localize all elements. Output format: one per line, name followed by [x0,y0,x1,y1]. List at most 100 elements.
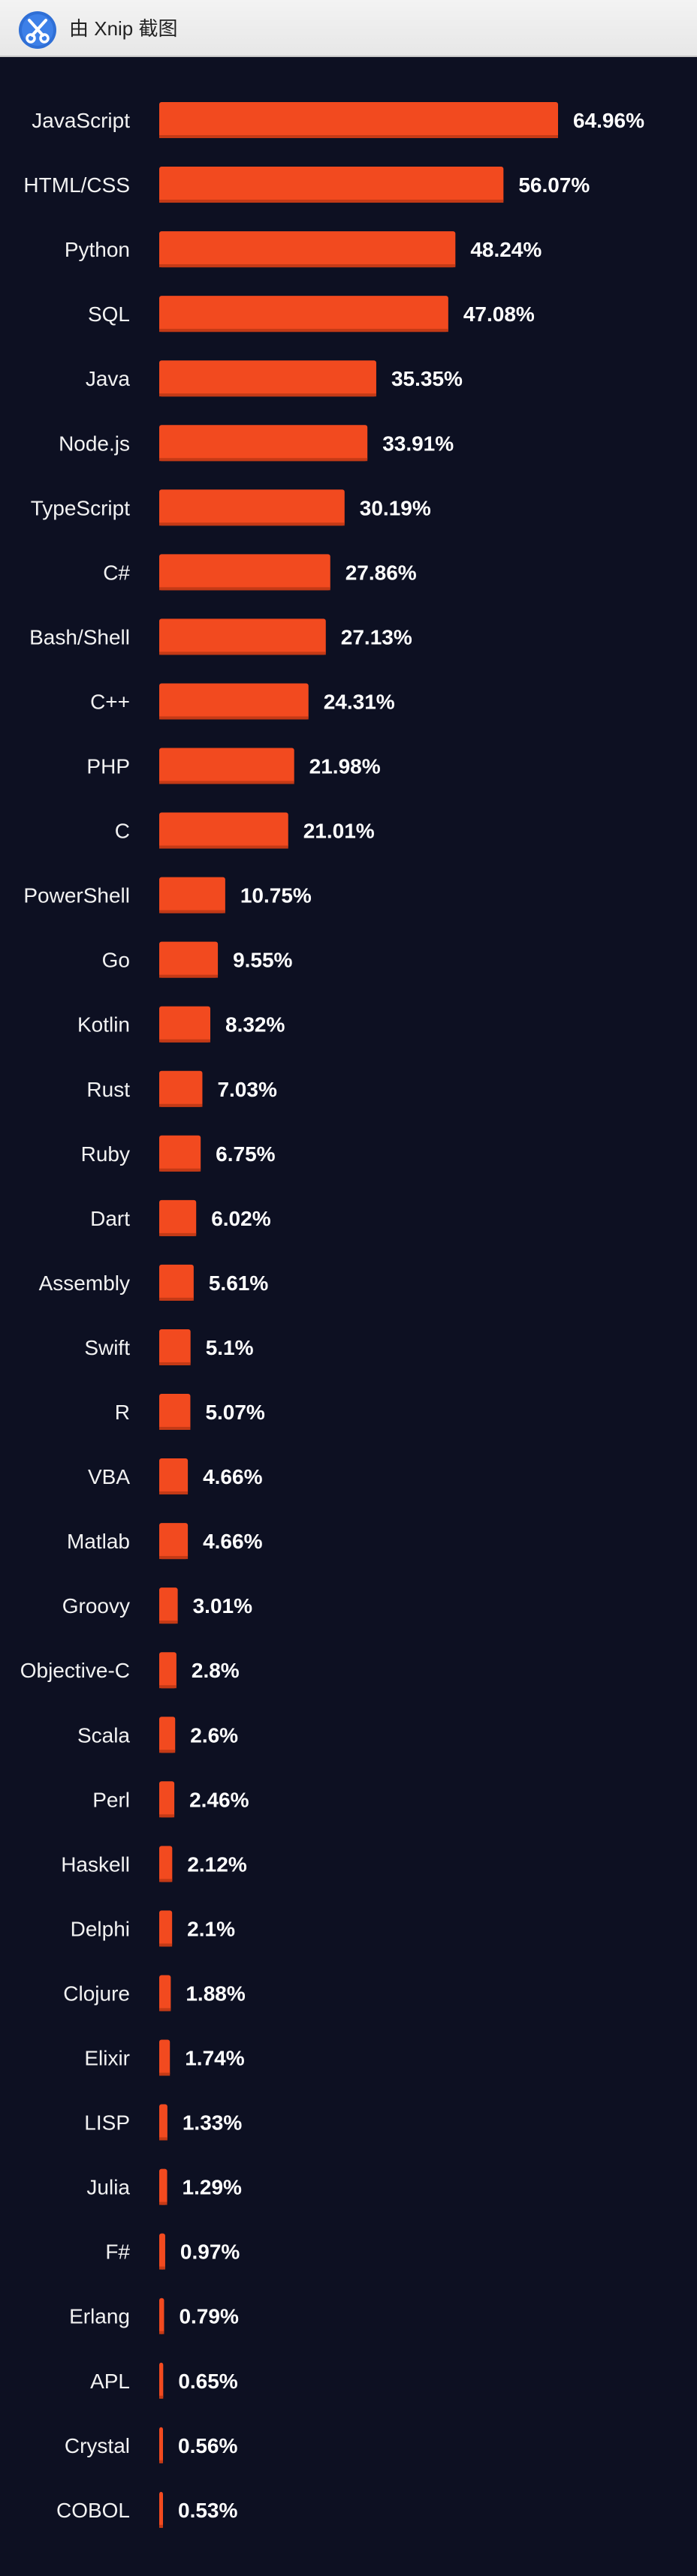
category-label: Dart [90,1207,130,1230]
value-label: 5.07% [205,1401,264,1424]
bar-shadow [159,587,330,591]
category-label: Scala [77,1723,130,1747]
value-label: 27.86% [345,561,417,584]
value-label: 2.12% [187,1852,246,1876]
bar [159,360,376,397]
bar [159,102,558,138]
bar [159,1846,173,1882]
bar [159,425,368,462]
category-label: Objective-C [20,1659,130,1682]
category-label: Delphi [71,1917,130,1940]
value-label: 1.29% [183,2176,242,2199]
category-label: VBA [88,1465,130,1488]
value-label: 0.56% [178,2434,237,2457]
bar [159,1199,197,1236]
bar [159,167,504,203]
category-label: C++ [90,690,130,713]
value-label: 1.88% [186,1982,245,2005]
bar-shadow [159,1685,177,1689]
bar-shadow [159,2395,164,2399]
bar-shadow [159,2137,167,2141]
value-label: 4.66% [203,1530,262,1553]
bar-shadow [159,910,225,913]
bar [159,1587,178,1624]
category-label: Ruby [81,1142,130,1166]
bar-shadow [159,2331,164,2334]
bar-shadow [159,781,294,784]
scissors-icon [19,11,56,49]
category-label: Swift [84,1336,130,1359]
value-label: 6.75% [216,1142,275,1166]
bar [159,1781,175,1818]
value-label: 4.66% [203,1465,262,1488]
bar-shadow [159,264,456,268]
value-label: 0.79% [179,2305,238,2328]
bar-shadow [159,2201,167,2205]
bar [159,1006,211,1043]
value-label: 21.01% [303,820,375,843]
bar-shadow [159,2008,171,2012]
category-label: Haskell [61,1852,130,1876]
bar-shadow [159,1943,173,1947]
bar [159,748,294,784]
bar-shadow [159,1491,189,1495]
category-label: PHP [86,755,130,778]
value-label: 1.33% [183,2111,242,2135]
bar [159,2168,167,2205]
bar [159,683,309,720]
bar-shadow [159,2460,163,2463]
bar-shadow [159,393,376,397]
bar [159,1329,191,1365]
value-label: 5.61% [209,1271,268,1295]
bar-shadow [159,1232,197,1236]
bar-shadow [159,1103,203,1107]
value-label: 0.65% [178,2370,237,2393]
bar [159,1910,173,1947]
category-label: Erlang [69,2305,130,2328]
value-label: 2.46% [189,1788,249,1811]
category-label: C# [103,561,130,584]
bar [159,1523,189,1560]
bar [159,231,456,268]
category-label: Rust [86,1078,130,1101]
bar-shadow [159,1750,176,1753]
bar [159,1394,191,1430]
bar-shadow [159,1297,194,1301]
value-label: 33.91% [382,432,454,455]
bar-shadow [159,2072,170,2076]
category-label: R [115,1401,130,1424]
value-label: 30.19% [360,496,431,519]
category-label: F# [105,2240,130,2264]
value-label: 47.08% [463,302,535,326]
value-label: 56.07% [518,173,590,197]
bar [159,554,330,591]
category-label: HTML/CSS [23,173,130,197]
bar-shadow [159,845,288,849]
bar-shadow [159,135,558,138]
window-titlebar: 由 Xnip 截图 [0,0,697,57]
bar [159,1652,177,1689]
value-label: 7.03% [217,1078,276,1101]
bar-shadow [159,716,309,720]
bar [159,2233,165,2270]
value-label: 2.6% [190,1723,238,1747]
category-label: Perl [92,1788,130,1811]
bar-shadow [159,200,504,203]
category-label: SQL [88,302,130,326]
category-label: Elixir [84,2047,130,2070]
chart-canvas: JavaScript 64.96% HTML/CSS 56.07% Python 48.2… [20,102,644,2528]
value-label: 5.1% [206,1336,254,1359]
value-label: 24.31% [324,690,395,713]
category-label: Groovy [62,1594,130,1618]
category-label: Kotlin [77,1013,130,1037]
category-label: Matlab [67,1530,130,1553]
bar-shadow [159,1168,201,1172]
category-label: Assembly [39,1271,130,1295]
bar [159,2491,163,2528]
value-label: 10.75% [240,884,312,907]
category-label: COBOL [56,2499,130,2522]
bar-shadow [159,329,448,333]
bar [159,812,288,849]
value-label: 48.24% [470,238,542,261]
bar-shadow [159,1814,175,1818]
